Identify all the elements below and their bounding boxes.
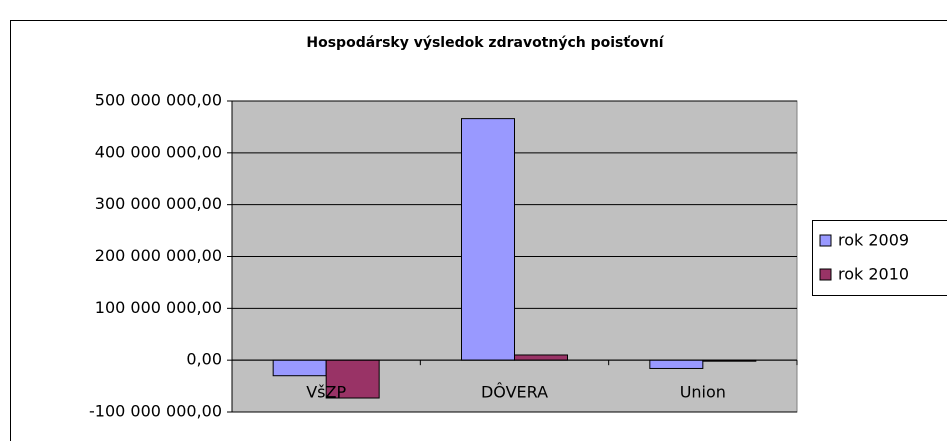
y-tick-label: 100 000 000,00 [95, 298, 222, 317]
y-tick-label: 400 000 000,00 [95, 142, 222, 161]
x-tick-label: Union [680, 383, 726, 402]
bar [272, 359, 327, 377]
bar [649, 359, 704, 369]
y-tick-label: 0,00 [186, 350, 222, 369]
chart-title: Hospodársky výsledok zdravotných poisťov… [306, 35, 664, 51]
y-tick-label: -100 000 000,00 [89, 402, 222, 421]
bar [325, 359, 380, 399]
y-tick-label: 500 000 000,00 [95, 91, 222, 110]
legend-swatch [819, 268, 832, 281]
legend-swatch [819, 234, 832, 247]
bar [514, 354, 568, 361]
bar [461, 118, 515, 361]
legend [812, 220, 947, 296]
legend-label: rok 2010 [838, 265, 909, 284]
y-tick-label: 300 000 000,00 [95, 194, 222, 213]
y-tick-label: 200 000 000,00 [95, 246, 222, 265]
x-tick-label: DÔVERA [481, 383, 548, 402]
legend-label: rok 2009 [838, 231, 909, 250]
x-tick-label: VšZP [306, 383, 346, 402]
